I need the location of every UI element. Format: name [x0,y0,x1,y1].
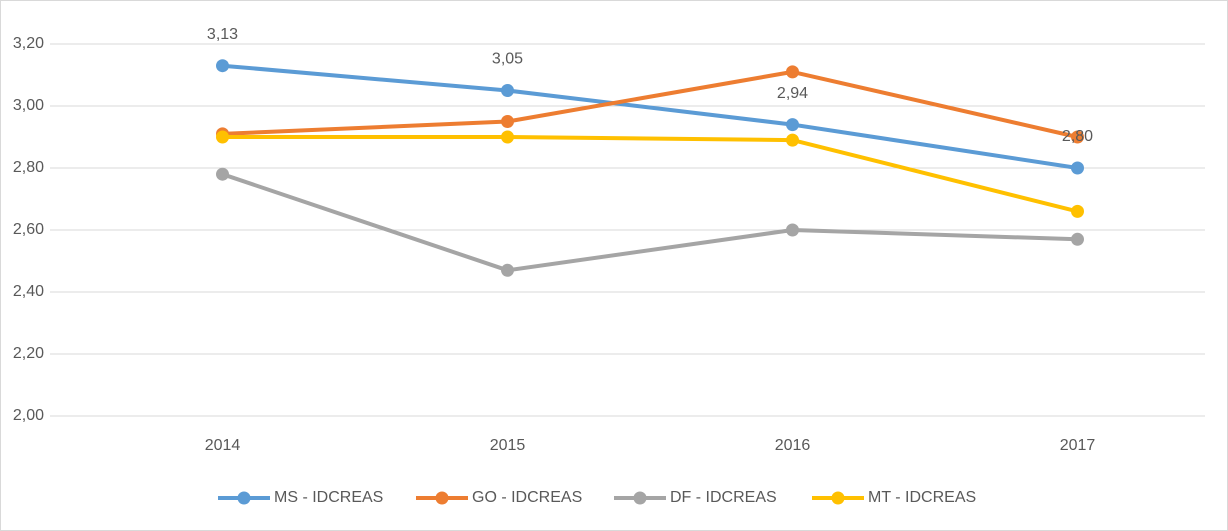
data-point [501,115,514,128]
series-line [222,69,1078,139]
data-point [786,223,799,237]
series-line [222,63,1078,170]
y-tick-label: 2,20 [13,345,44,362]
legend-marker [831,491,845,505]
x-tick-label: 2016 [775,437,811,454]
data-point [501,130,514,144]
y-tick-label: 2,00 [13,407,44,424]
data-point [216,130,229,144]
y-tick-label: 2,40 [13,283,44,300]
x-tick-label: 2015 [490,437,526,454]
y-tick-label: 2,80 [13,159,44,176]
y-tick-label: 3,20 [13,35,44,52]
data-point [1071,161,1084,175]
series-line [222,135,1078,214]
legend-marker [237,491,251,505]
data-label: 2,94 [777,85,808,102]
data-label: 2,80 [1062,128,1093,145]
data-point [1071,232,1084,246]
data-point [786,133,799,147]
data-point [216,167,229,181]
legend-label: DF - IDCREAS [670,489,777,506]
data-point [786,65,799,79]
x-tick-label: 2017 [1060,437,1096,454]
x-tick-label: 2014 [205,437,241,454]
data-label: 3,13 [207,26,238,43]
y-tick-label: 3,00 [13,97,44,114]
y-tick-label: 2,60 [13,221,44,238]
data-point [216,59,229,73]
legend-label: MT - IDCREAS [868,489,976,506]
data-point [786,118,799,132]
data-label: 3,05 [492,51,523,68]
legend-marker [435,491,449,505]
series-line [221,172,1078,273]
data-point [501,84,514,97]
data-point [501,263,514,277]
legend-marker [633,491,647,505]
data-point [1071,204,1084,218]
data-point [1071,130,1084,144]
legend-label: MS - IDCREAS [274,489,383,506]
legend-label: GO - IDCREAS [472,489,582,506]
